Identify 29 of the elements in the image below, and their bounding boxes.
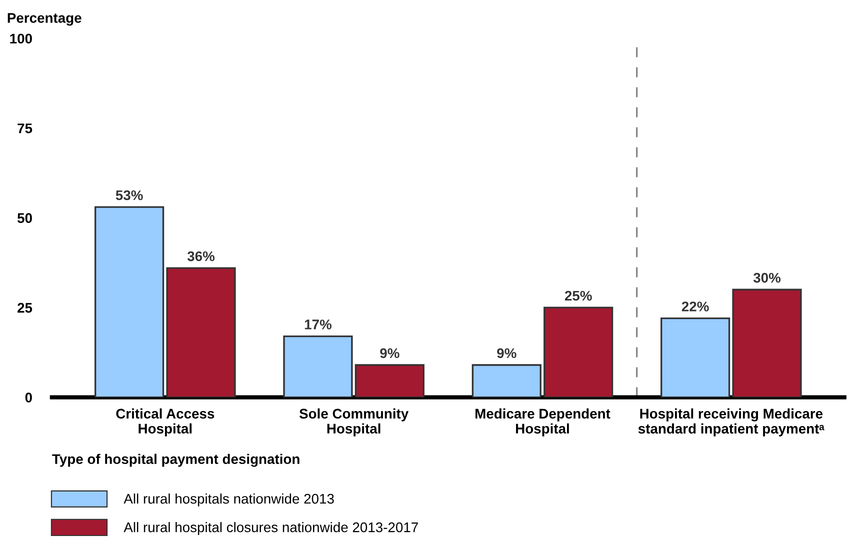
legend-label: All rural hospitals nationwide 2013: [124, 493, 334, 506]
data-label: 9%: [380, 348, 400, 358]
x-axis-title: Type of hospital payment designation: [52, 454, 300, 467]
y-axis-title: Percentage: [8, 13, 82, 26]
bar: [732, 288, 802, 398]
bar: [354, 364, 424, 398]
y-tick-label: 50: [17, 213, 32, 223]
data-label: 53%: [116, 190, 143, 200]
bar: [544, 306, 614, 398]
data-label: 17%: [304, 320, 332, 330]
data-label: 36%: [187, 251, 215, 262]
legend-label: All rural hospital closures nationwide 2013-2017: [124, 522, 418, 535]
data-label: 22%: [682, 302, 709, 312]
bar: [283, 335, 353, 398]
y-tick-label: 100: [10, 34, 32, 44]
bar: [472, 364, 542, 398]
x-tick-label: Medicare Dependent Hospital: [476, 408, 610, 436]
x-tick-label: Sole Community Hospital: [299, 408, 409, 436]
data-label: 9%: [497, 348, 516, 358]
y-tick-label: 25: [18, 302, 32, 313]
y-tick-label: 75: [18, 124, 32, 134]
bar: [94, 206, 164, 398]
data-label: 25%: [564, 290, 592, 301]
x-tick-label: Critical Access Hospital: [116, 408, 214, 436]
x-tick-label: Hospital receiving Medicare standard inpatient paymentᵃ: [638, 408, 824, 436]
bar: [166, 267, 236, 398]
bar: [660, 318, 730, 398]
y-tick-label: 0: [25, 392, 32, 402]
data-label: 30%: [753, 272, 781, 283]
